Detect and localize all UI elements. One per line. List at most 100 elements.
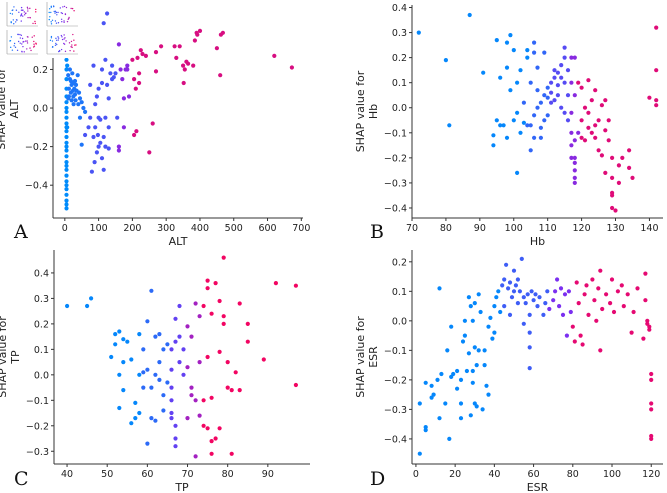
data-point: [213, 436, 218, 441]
data-point: [472, 345, 477, 350]
data-point: [582, 292, 587, 297]
x-tick-label: 110: [539, 223, 557, 234]
data-point: [569, 143, 574, 148]
data-point: [616, 163, 622, 168]
data-point: [596, 286, 601, 291]
data-point: [608, 301, 613, 306]
y-axis-label: ALT: [8, 99, 21, 118]
data-point: [132, 77, 137, 82]
data-point: [569, 155, 574, 160]
thumbnail-point: [27, 10, 29, 12]
data-point: [93, 125, 98, 130]
data-point: [643, 298, 648, 303]
thumbnail-point: [17, 33, 19, 36]
data-point: [474, 363, 479, 368]
x-tick-label: 100: [603, 469, 621, 480]
data-point: [64, 160, 69, 165]
data-point: [627, 148, 632, 153]
data-point: [610, 205, 615, 211]
data-point: [69, 98, 74, 103]
thumbnail-point: [51, 46, 54, 48]
thumbnail-point: [26, 40, 28, 42]
data-point: [507, 280, 513, 285]
y-tick-label: 0.1: [392, 78, 407, 89]
data-point: [189, 334, 194, 339]
data-point: [555, 277, 560, 282]
data-point: [120, 77, 125, 82]
data-point: [525, 292, 530, 297]
data-point: [64, 198, 69, 203]
data-point: [535, 105, 540, 110]
data-point: [185, 324, 190, 329]
data-point: [77, 96, 83, 101]
data-point: [147, 150, 152, 155]
data-point: [547, 306, 552, 312]
data-point: [511, 268, 517, 273]
data-point: [192, 38, 197, 43]
data-point: [528, 80, 533, 85]
thumbnail-point: [55, 11, 58, 14]
data-point: [468, 413, 473, 418]
data-point: [598, 268, 603, 273]
data-point: [66, 94, 71, 99]
thumbnail-point: [58, 49, 61, 52]
thumbnail-point: [73, 50, 75, 52]
thumbnail-point: [51, 19, 54, 21]
thumbnail-point: [30, 49, 32, 52]
data-point: [137, 372, 142, 377]
data-point: [101, 167, 106, 172]
thumbnail-point: [11, 13, 14, 15]
data-point: [121, 388, 126, 393]
data-point: [70, 88, 75, 93]
data-point: [562, 45, 567, 50]
y-tick-label: −0.3: [384, 178, 407, 189]
data-point: [470, 380, 475, 385]
data-point: [513, 283, 519, 288]
data-point: [496, 289, 501, 294]
data-point: [532, 113, 537, 118]
data-point: [113, 342, 118, 347]
data-point: [181, 80, 186, 86]
data-point: [181, 63, 186, 68]
data-point: [654, 68, 659, 73]
y-tick-label: −0.4: [25, 181, 48, 192]
data-point: [169, 385, 174, 390]
thumbnail-point: [59, 7, 61, 9]
data-point: [492, 330, 497, 335]
thumbnail-point: [9, 46, 12, 49]
data-point: [529, 289, 534, 294]
data-point: [217, 298, 222, 304]
thumbnail-point: [50, 37, 53, 39]
data-point: [165, 342, 170, 347]
data-point: [492, 304, 497, 309]
data-point: [94, 150, 99, 155]
y-tick-label: −0.3: [384, 405, 407, 416]
data-point: [201, 423, 206, 428]
thumbnail-point: [9, 12, 12, 15]
thumbnail-point: [23, 14, 26, 16]
thumbnail-point: [60, 48, 63, 51]
thumbnail-point: [56, 39, 58, 42]
thumbnail-point: [57, 37, 60, 39]
panel-letter: C: [14, 468, 29, 490]
data-point: [443, 58, 448, 63]
data-point: [73, 98, 78, 103]
scatter-points: [416, 12, 659, 213]
data-point: [533, 292, 538, 297]
y-tick-label: −0.1: [384, 128, 407, 139]
data-point: [64, 57, 69, 62]
data-point: [558, 286, 564, 291]
data-point: [293, 283, 298, 288]
data-point: [169, 410, 174, 416]
data-point: [98, 117, 103, 122]
data-point: [64, 129, 69, 134]
y-tick-label: 0.2: [33, 65, 48, 76]
data-point: [586, 312, 591, 317]
data-point: [68, 78, 73, 84]
x-tick-label: 20: [449, 469, 461, 480]
data-point: [466, 295, 471, 300]
data-point: [159, 44, 164, 49]
thumbnail-point: [60, 12, 63, 14]
thumbnail-point: [50, 21, 52, 23]
